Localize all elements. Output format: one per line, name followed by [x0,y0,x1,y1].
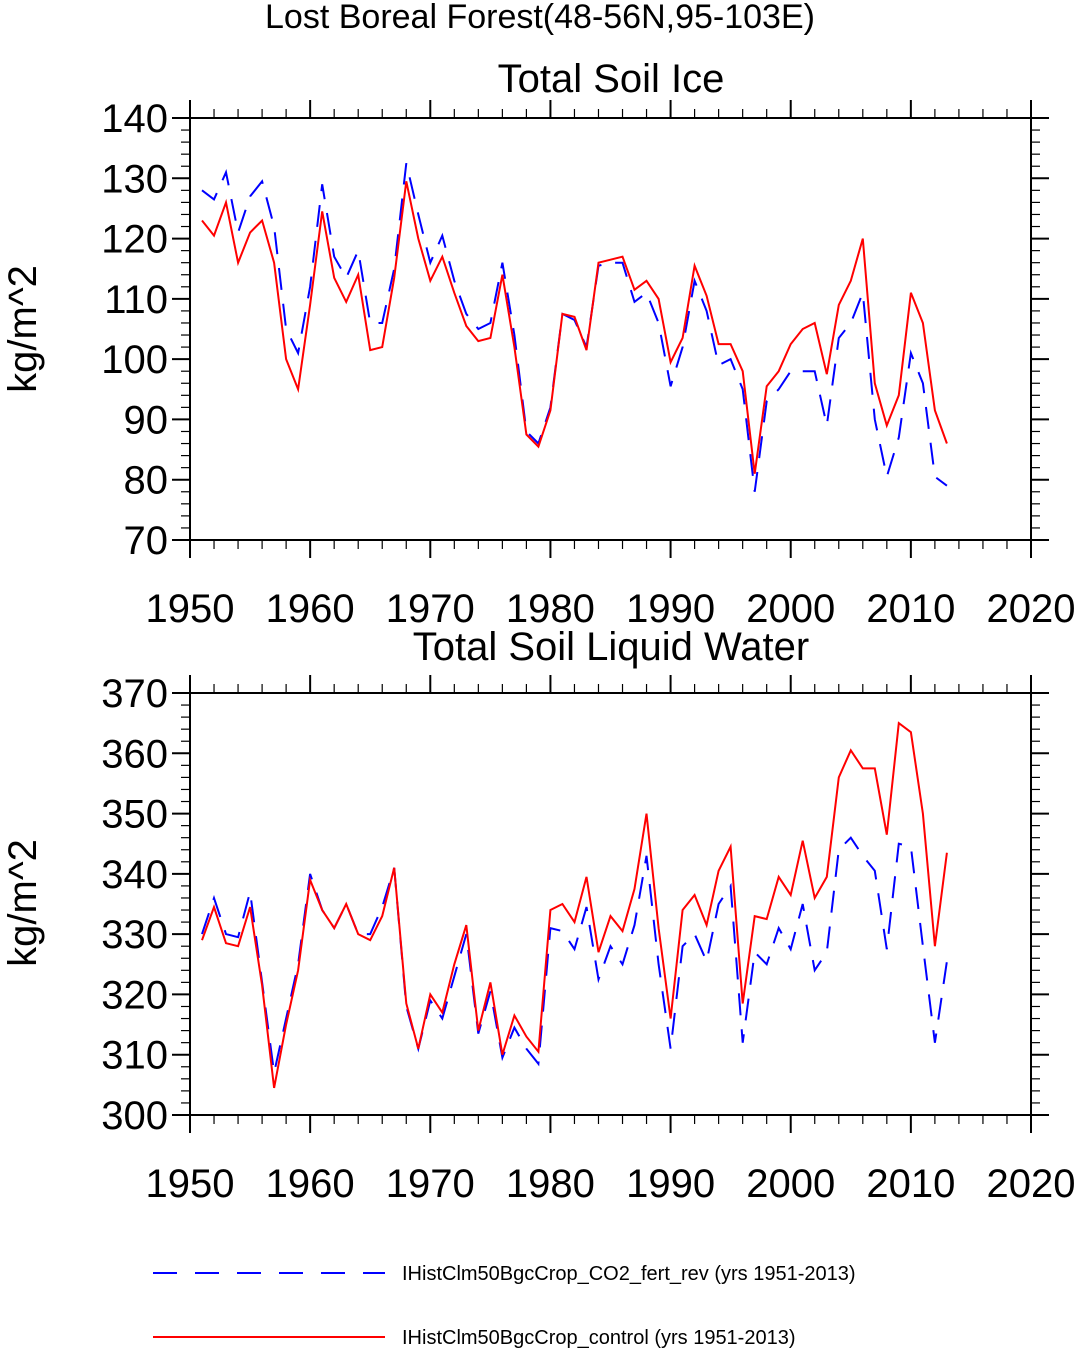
y-tick-label: 320 [101,973,168,1017]
y-tick-label: 130 [101,157,168,201]
x-tick-label: 1960 [266,1162,355,1206]
y-tick-label: 370 [101,672,168,716]
series-line-co2-fert-rev [201,836,948,1074]
legend-item-fert-rev: IHistClm50BgcCrop_CO2_fert_rev (yrs 1951… [153,1263,856,1285]
x-tick-label: 1950 [146,1162,235,1206]
y-tick-label: 80 [124,459,169,503]
x-tick-label: 2020 [987,1162,1076,1206]
y-tick-label: 100 [101,338,168,382]
panel-total-soil-liquid-water: Total Soil Liquid Water kg/m^2 1950 1960 1… [1,625,1075,1206]
series-line-co2-fert-rev [201,162,948,492]
plot-frame [189,692,1032,1116]
y-tick-label: 120 [101,218,168,262]
x-tick-label: 1970 [386,1162,475,1206]
x-tick-label: 2000 [746,1162,835,1206]
y-tick-label: 70 [124,519,169,563]
y-tick-label: 90 [124,398,169,442]
legend-label: IHistClm50BgcCrop_control (yrs 1951-2013… [402,1327,796,1349]
legend: IHistClm50BgcCrop_CO2_fert_rev (yrs 1951… [153,1263,856,1349]
y-axis-label: kg/m^2 [1,265,45,393]
plot-frame [189,117,1032,541]
y-axis-label: kg/m^2 [1,839,45,967]
y-tick-label: 310 [101,1034,168,1078]
panel-total-soil-ice: Total Soil Ice kg/m^2 1950 1960 1970 1980 19… [1,57,1075,631]
x-tick-label: 2010 [866,1162,955,1206]
y-tick-label: 110 [104,278,168,322]
x-tick-label: 2000 [746,587,835,631]
x-tick-label: 1970 [386,587,475,631]
y-tick-label: 360 [101,732,168,776]
x-tick-label: 2020 [987,587,1076,631]
x-tick-label: 1980 [506,1162,595,1206]
panel-title: Total Soil Liquid Water [413,625,809,669]
x-tick-label: 1960 [266,587,355,631]
x-tick-label: 1990 [626,587,715,631]
series-line-control [201,181,948,474]
y-tick-label: 350 [101,793,168,837]
y-tick-label: 300 [101,1094,168,1138]
x-tick-label: 1980 [506,587,595,631]
panel-title: Total Soil Ice [498,57,725,101]
x-tick-label: 2010 [866,587,955,631]
page-title: Lost Boreal Forest(48-56N,95-103E) [265,0,815,36]
x-tick-label: 1950 [146,587,235,631]
y-tick-label: 330 [101,913,168,957]
legend-item-control: IHistClm50BgcCrop_control (yrs 1951-2013… [153,1327,796,1349]
x-tick-label: 1990 [626,1162,715,1206]
legend-label: IHistClm50BgcCrop_CO2_fert_rev (yrs 1951… [402,1263,856,1285]
series-line-control [201,721,948,1089]
y-tick-label: 140 [101,97,168,141]
y-tick-label: 340 [101,853,168,897]
